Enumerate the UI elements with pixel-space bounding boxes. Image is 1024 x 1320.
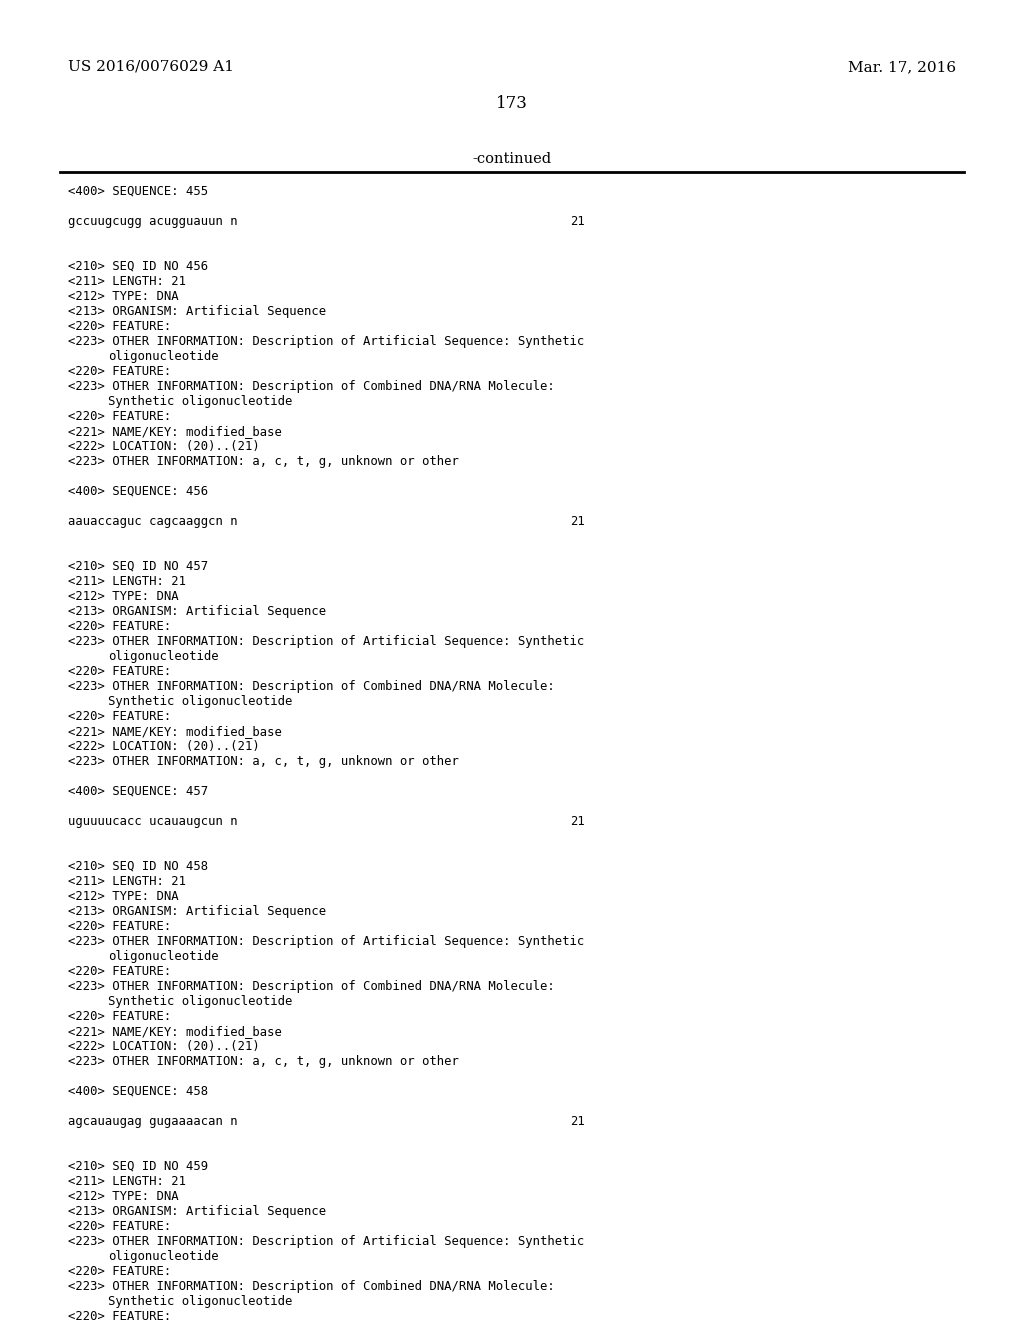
Text: <213> ORGANISM: Artificial Sequence: <213> ORGANISM: Artificial Sequence [68, 605, 326, 618]
Text: <220> FEATURE:: <220> FEATURE: [68, 366, 171, 378]
Text: <220> FEATURE:: <220> FEATURE: [68, 965, 171, 978]
Text: Synthetic oligonucleotide: Synthetic oligonucleotide [108, 696, 293, 708]
Text: 21: 21 [570, 215, 585, 228]
Text: <213> ORGANISM: Artificial Sequence: <213> ORGANISM: Artificial Sequence [68, 906, 326, 917]
Text: Mar. 17, 2016: Mar. 17, 2016 [848, 59, 956, 74]
Text: aauaccaguc cagcaaggcn n: aauaccaguc cagcaaggcn n [68, 515, 238, 528]
Text: <220> FEATURE:: <220> FEATURE: [68, 620, 171, 634]
Text: <223> OTHER INFORMATION: Description of Artificial Sequence: Synthetic: <223> OTHER INFORMATION: Description of … [68, 335, 585, 348]
Text: <400> SEQUENCE: 456: <400> SEQUENCE: 456 [68, 484, 208, 498]
Text: <223> OTHER INFORMATION: Description of Combined DNA/RNA Molecule:: <223> OTHER INFORMATION: Description of … [68, 380, 555, 393]
Text: oligonucleotide: oligonucleotide [108, 1250, 219, 1263]
Text: <400> SEQUENCE: 457: <400> SEQUENCE: 457 [68, 785, 208, 799]
Text: 21: 21 [570, 814, 585, 828]
Text: <223> OTHER INFORMATION: Description of Combined DNA/RNA Molecule:: <223> OTHER INFORMATION: Description of … [68, 680, 555, 693]
Text: <222> LOCATION: (20)..(21): <222> LOCATION: (20)..(21) [68, 741, 260, 752]
Text: Synthetic oligonucleotide: Synthetic oligonucleotide [108, 395, 293, 408]
Text: <220> FEATURE:: <220> FEATURE: [68, 710, 171, 723]
Text: <223> OTHER INFORMATION: Description of Combined DNA/RNA Molecule:: <223> OTHER INFORMATION: Description of … [68, 979, 555, 993]
Text: <220> FEATURE:: <220> FEATURE: [68, 920, 171, 933]
Text: <211> LENGTH: 21: <211> LENGTH: 21 [68, 275, 186, 288]
Text: Synthetic oligonucleotide: Synthetic oligonucleotide [108, 1295, 293, 1308]
Text: <210> SEQ ID NO 456: <210> SEQ ID NO 456 [68, 260, 208, 273]
Text: <220> FEATURE:: <220> FEATURE: [68, 1010, 171, 1023]
Text: oligonucleotide: oligonucleotide [108, 649, 219, 663]
Text: Synthetic oligonucleotide: Synthetic oligonucleotide [108, 995, 293, 1008]
Text: <212> TYPE: DNA: <212> TYPE: DNA [68, 890, 178, 903]
Text: -continued: -continued [472, 152, 552, 166]
Text: <221> NAME/KEY: modified_base: <221> NAME/KEY: modified_base [68, 725, 282, 738]
Text: <223> OTHER INFORMATION: a, c, t, g, unknown or other: <223> OTHER INFORMATION: a, c, t, g, unk… [68, 455, 459, 469]
Text: 21: 21 [570, 1115, 585, 1129]
Text: <210> SEQ ID NO 458: <210> SEQ ID NO 458 [68, 861, 208, 873]
Text: <220> FEATURE:: <220> FEATURE: [68, 319, 171, 333]
Text: <211> LENGTH: 21: <211> LENGTH: 21 [68, 1175, 186, 1188]
Text: <221> NAME/KEY: modified_base: <221> NAME/KEY: modified_base [68, 425, 282, 438]
Text: <220> FEATURE:: <220> FEATURE: [68, 1220, 171, 1233]
Text: <220> FEATURE:: <220> FEATURE: [68, 1265, 171, 1278]
Text: <223> OTHER INFORMATION: Description of Artificial Sequence: Synthetic: <223> OTHER INFORMATION: Description of … [68, 1236, 585, 1247]
Text: <211> LENGTH: 21: <211> LENGTH: 21 [68, 576, 186, 587]
Text: <212> TYPE: DNA: <212> TYPE: DNA [68, 1191, 178, 1203]
Text: <211> LENGTH: 21: <211> LENGTH: 21 [68, 875, 186, 888]
Text: 173: 173 [496, 95, 528, 112]
Text: uguuuucacc ucauaugcun n: uguuuucacc ucauaugcun n [68, 814, 238, 828]
Text: <220> FEATURE:: <220> FEATURE: [68, 1309, 171, 1320]
Text: US 2016/0076029 A1: US 2016/0076029 A1 [68, 59, 234, 74]
Text: <213> ORGANISM: Artificial Sequence: <213> ORGANISM: Artificial Sequence [68, 1205, 326, 1218]
Text: <223> OTHER INFORMATION: Description of Artificial Sequence: Synthetic: <223> OTHER INFORMATION: Description of … [68, 635, 585, 648]
Text: agcauaugag gugaaaacan n: agcauaugag gugaaaacan n [68, 1115, 238, 1129]
Text: <223> OTHER INFORMATION: a, c, t, g, unknown or other: <223> OTHER INFORMATION: a, c, t, g, unk… [68, 755, 459, 768]
Text: <220> FEATURE:: <220> FEATURE: [68, 665, 171, 678]
Text: oligonucleotide: oligonucleotide [108, 950, 219, 964]
Text: <223> OTHER INFORMATION: a, c, t, g, unknown or other: <223> OTHER INFORMATION: a, c, t, g, unk… [68, 1055, 459, 1068]
Text: <223> OTHER INFORMATION: Description of Combined DNA/RNA Molecule:: <223> OTHER INFORMATION: Description of … [68, 1280, 555, 1294]
Text: <210> SEQ ID NO 459: <210> SEQ ID NO 459 [68, 1160, 208, 1173]
Text: <213> ORGANISM: Artificial Sequence: <213> ORGANISM: Artificial Sequence [68, 305, 326, 318]
Text: <400> SEQUENCE: 455: <400> SEQUENCE: 455 [68, 185, 208, 198]
Text: <400> SEQUENCE: 458: <400> SEQUENCE: 458 [68, 1085, 208, 1098]
Text: <222> LOCATION: (20)..(21): <222> LOCATION: (20)..(21) [68, 1040, 260, 1053]
Text: gccuugcugg acugguauun n: gccuugcugg acugguauun n [68, 215, 238, 228]
Text: <210> SEQ ID NO 457: <210> SEQ ID NO 457 [68, 560, 208, 573]
Text: <212> TYPE: DNA: <212> TYPE: DNA [68, 290, 178, 304]
Text: <212> TYPE: DNA: <212> TYPE: DNA [68, 590, 178, 603]
Text: 21: 21 [570, 515, 585, 528]
Text: <222> LOCATION: (20)..(21): <222> LOCATION: (20)..(21) [68, 440, 260, 453]
Text: oligonucleotide: oligonucleotide [108, 350, 219, 363]
Text: <220> FEATURE:: <220> FEATURE: [68, 411, 171, 422]
Text: <223> OTHER INFORMATION: Description of Artificial Sequence: Synthetic: <223> OTHER INFORMATION: Description of … [68, 935, 585, 948]
Text: <221> NAME/KEY: modified_base: <221> NAME/KEY: modified_base [68, 1026, 282, 1038]
